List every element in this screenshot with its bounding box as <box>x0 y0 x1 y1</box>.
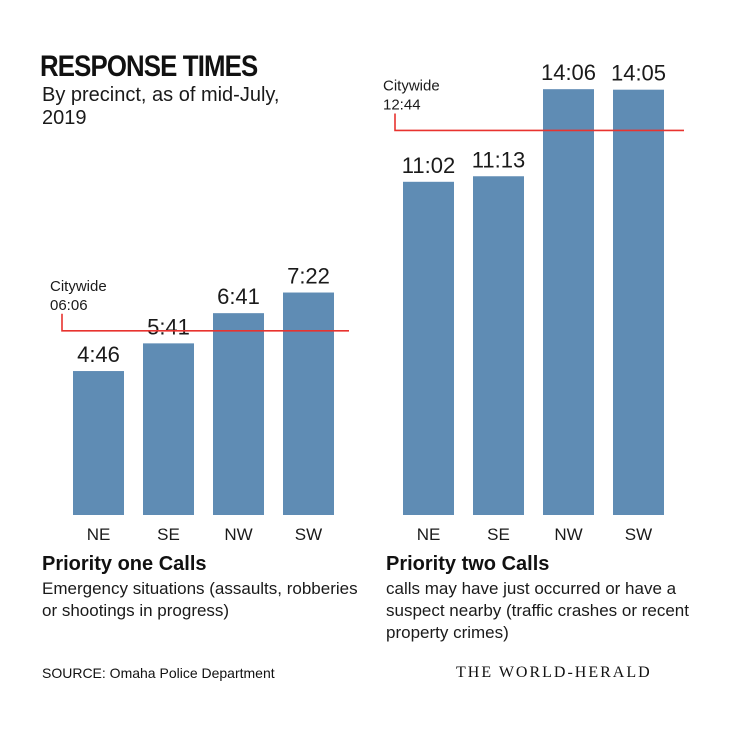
priority-two-bar-ne <box>403 181 454 515</box>
publisher-logo: THE WORLD-HERALD <box>456 664 652 681</box>
priority-one-bar-ne <box>73 371 124 515</box>
priority-one-tick-label-ne: NE <box>87 525 111 544</box>
priority-one-tick-label-sw: SW <box>295 525 322 544</box>
priority-two-tick-label-sw: SW <box>625 525 652 544</box>
priority-two-citywide-line <box>394 113 684 132</box>
priority-one-caption-text: Emergency situations (assaults, robberie… <box>42 579 358 620</box>
priority-two-bar-se <box>473 176 524 515</box>
priority-two-citywide-label: Citywide <box>383 77 440 94</box>
priority-two-caption-title: Priority two Calls <box>386 553 550 575</box>
priority-two-value-label-sw: 14:05 <box>611 61 666 86</box>
priority-one-citywide-label: Citywide <box>50 278 107 295</box>
chart-subtitle: By precinct, as of mid-July, 2019 <box>42 84 280 129</box>
priority-one-value-label-sw: 7:22 <box>287 264 330 289</box>
priority-one-caption-title: Priority one Calls <box>42 553 207 575</box>
priority-one-bar-se <box>143 343 194 515</box>
priority-one-citywide-line <box>61 313 349 332</box>
priority-one-tick-label-nw: NW <box>224 525 252 544</box>
priority-two-caption-text: calls may have just occurred or have a s… <box>386 579 689 642</box>
priority-two-value-label-se: 11:13 <box>472 147 525 172</box>
priority-one-tick-label-se: SE <box>157 525 180 544</box>
priority-two-tick-label-se: SE <box>487 525 510 544</box>
priority-one-value-label-nw: 6:41 <box>217 284 260 309</box>
priority-two-tick-label-nw: NW <box>554 525 582 544</box>
priority-one-citywide-value: 06:06 <box>50 297 88 314</box>
source-note: SOURCE: Omaha Police Department <box>42 665 275 681</box>
priority-two-bar-sw <box>613 89 664 516</box>
priority-two-tick-label-ne: NE <box>417 525 441 544</box>
priority-one-value-label-se: 5:41 <box>147 314 190 339</box>
priority-two-citywide-value: 12:44 <box>383 96 421 113</box>
priority-two-value-label-ne: 11:02 <box>402 153 455 178</box>
priority-one-bar-sw <box>283 292 334 515</box>
priority-two-value-label-nw: 14:06 <box>541 60 596 85</box>
priority-one-value-label-ne: 4:46 <box>77 342 120 367</box>
priority-two-bar-nw <box>543 89 594 516</box>
chart-title: RESPONSE TIMES <box>40 50 258 83</box>
priority-one-bar-nw <box>213 313 264 515</box>
